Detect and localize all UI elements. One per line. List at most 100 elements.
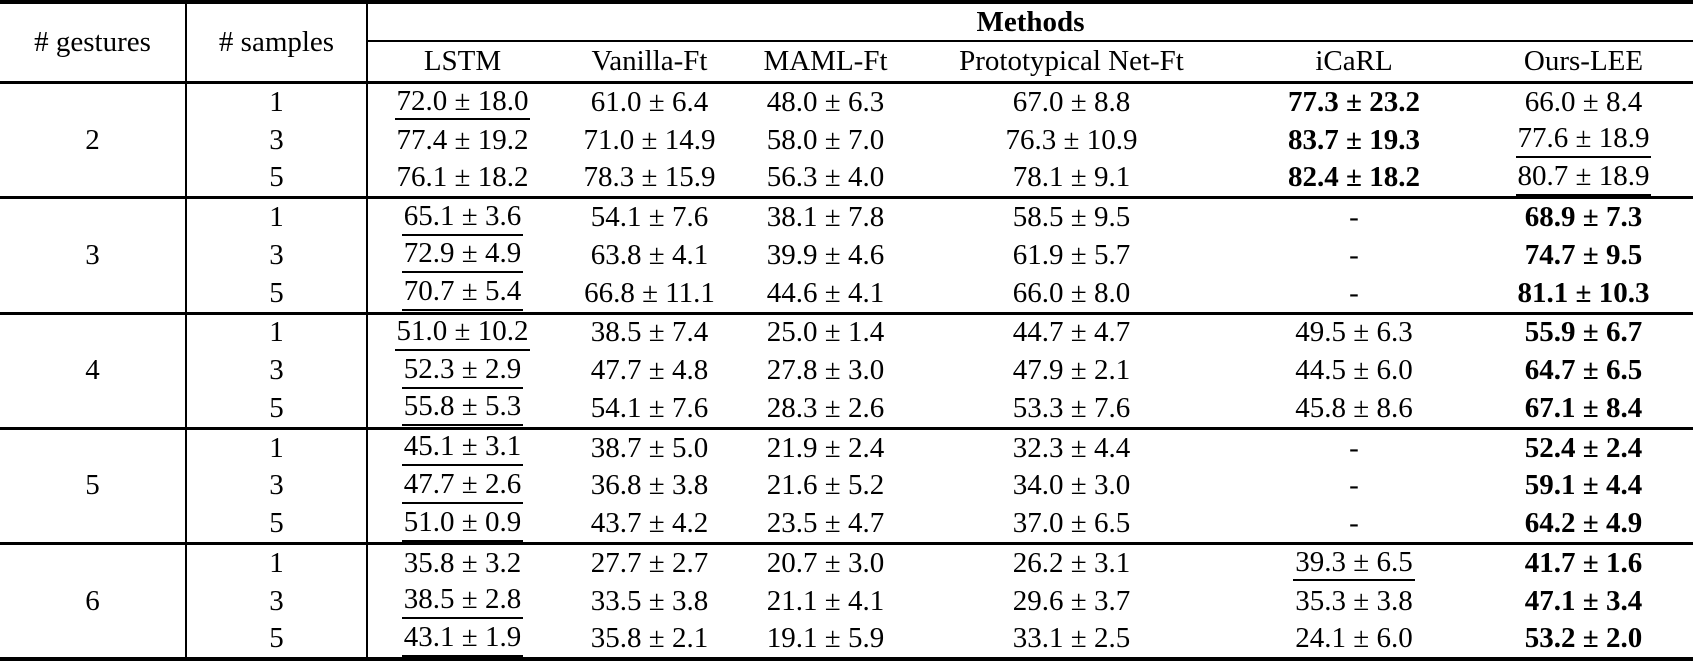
table-row: 3 72.9 ± 4.9 63.8 ± 4.1 39.9 ± 4.6 61.9 ± 5.… [0, 236, 1693, 275]
method-header-maml-ft: MAML-Ft [742, 41, 909, 84]
result-cell: - [1234, 274, 1474, 315]
result-cell: 51.0 ± 10.2 [367, 313, 557, 351]
result-cell: 44.7 ± 4.7 [909, 313, 1234, 351]
result-cell: 38.5 ± 7.4 [557, 313, 742, 351]
samples-count-cell: 1 [186, 543, 368, 582]
result-cell: 35.3 ± 3.8 [1234, 582, 1474, 620]
result-cell: 77.6 ± 18.9 [1474, 121, 1693, 159]
result-cell: 41.7 ± 1.6 [1474, 544, 1693, 582]
result-value: 52.4 ± 2.4 [1524, 431, 1643, 464]
result-value: 36.8 ± 3.8 [590, 469, 709, 502]
result-value: 38.1 ± 7.8 [766, 201, 885, 234]
result-cell: 77.4 ± 19.2 [367, 121, 557, 159]
result-value: 61.0 ± 6.4 [590, 85, 709, 118]
result-cell: 67.0 ± 8.8 [909, 83, 1234, 121]
result-cell: 70.7 ± 5.4 [367, 274, 557, 315]
result-value: 43.7 ± 4.2 [590, 507, 709, 540]
result-value: 19.1 ± 5.9 [766, 622, 885, 655]
result-value: 38.5 ± 7.4 [590, 316, 709, 349]
samples-count-cell: 1 [186, 313, 368, 352]
result-value: 78.1 ± 9.1 [1012, 161, 1131, 194]
result-cell: 66.0 ± 8.0 [909, 274, 1234, 315]
result-cell: 33.1 ± 2.5 [909, 620, 1234, 661]
result-value: 65.1 ± 3.6 [401, 200, 524, 236]
col-header-gestures: # gestures [0, 2, 187, 84]
result-cell: 81.1 ± 10.3 [1474, 274, 1693, 315]
result-value: - [1349, 201, 1359, 234]
samples-count-cell: 3 [186, 351, 368, 390]
result-cell: 83.7 ± 19.3 [1234, 121, 1474, 159]
samples-count-cell: 1 [186, 82, 368, 121]
result-cell: 38.1 ± 7.8 [742, 198, 909, 236]
result-cell: 20.7 ± 3.0 [742, 544, 909, 582]
result-cell: 53.2 ± 2.0 [1474, 620, 1693, 661]
result-value: 24.1 ± 6.0 [1295, 622, 1413, 655]
result-cell: 23.5 ± 4.7 [742, 505, 909, 546]
col-header-methods: Methods [367, 2, 1693, 42]
result-value: 21.1 ± 4.1 [766, 584, 885, 617]
result-cell: 21.9 ± 2.4 [742, 428, 909, 466]
table-row: 5 51.0 ± 0.9 43.7 ± 4.2 23.5 ± 4.7 37.0 ± 6.… [0, 505, 1693, 546]
result-cell: 54.1 ± 7.6 [557, 198, 742, 236]
result-value: 76.1 ± 18.2 [396, 161, 529, 194]
table-row: 5 70.7 ± 5.4 66.8 ± 11.1 44.6 ± 4.1 66.0 ± 8… [0, 274, 1693, 315]
result-value: 41.7 ± 1.6 [1524, 547, 1643, 580]
method-header-ours-lee: Ours-LEE [1474, 41, 1693, 84]
result-cell: 44.5 ± 6.0 [1234, 351, 1474, 389]
result-cell: 32.3 ± 4.4 [909, 428, 1234, 466]
samples-count-cell: 1 [186, 197, 368, 237]
table-row: 5 76.1 ± 18.2 78.3 ± 15.9 56.3 ± 4.0 78.1 ± … [0, 159, 1693, 200]
result-value: 37.0 ± 6.5 [1012, 507, 1131, 540]
result-cell: 77.3 ± 23.2 [1234, 83, 1474, 121]
result-value: 33.1 ± 2.5 [1012, 622, 1131, 655]
result-cell: 43.7 ± 4.2 [557, 505, 742, 546]
result-cell: 33.5 ± 3.8 [557, 582, 742, 620]
result-value: 55.9 ± 6.7 [1524, 316, 1643, 349]
result-value: 47.1 ± 3.4 [1524, 584, 1643, 617]
result-value: 74.7 ± 9.5 [1524, 238, 1643, 271]
result-cell: 48.0 ± 6.3 [742, 83, 909, 121]
result-value: 51.0 ± 10.2 [394, 315, 531, 351]
result-value: 72.0 ± 18.0 [394, 85, 531, 121]
result-cell: 71.0 ± 14.9 [557, 121, 742, 159]
result-cell: 21.1 ± 4.1 [742, 582, 909, 620]
result-value: 77.3 ± 23.2 [1288, 85, 1420, 118]
result-value: 68.9 ± 7.3 [1524, 201, 1643, 234]
result-value: 35.3 ± 3.8 [1295, 584, 1413, 617]
result-cell: 66.0 ± 8.4 [1474, 83, 1693, 121]
result-cell: - [1234, 428, 1474, 466]
samples-count-cell: 3 [186, 466, 368, 506]
result-value: 35.8 ± 3.2 [403, 547, 522, 580]
samples-count-cell: 1 [186, 428, 368, 467]
table-row: 3 1 65.1 ± 3.6 54.1 ± 7.6 38.1 ± 7.8 58.5 ± 9… [0, 197, 1693, 315]
result-value: 27.7 ± 2.7 [590, 547, 709, 580]
result-cell: 26.2 ± 3.1 [909, 544, 1234, 582]
result-value: - [1349, 469, 1359, 502]
result-cell: 64.2 ± 4.9 [1474, 505, 1693, 546]
result-value: 20.7 ± 3.0 [766, 547, 885, 580]
gestures-count-cell: 4 [0, 313, 187, 430]
result-cell: 28.3 ± 2.6 [742, 389, 909, 430]
result-value: 64.7 ± 6.5 [1524, 354, 1643, 387]
samples-count-cell: 3 [186, 581, 368, 621]
result-cell: 44.6 ± 4.1 [742, 274, 909, 315]
result-value: 38.5 ± 2.8 [401, 583, 524, 620]
result-cell: 27.7 ± 2.7 [557, 544, 742, 582]
result-value: 23.5 ± 4.7 [766, 507, 885, 540]
result-value: 66.8 ± 11.1 [584, 276, 715, 309]
result-cell: 45.8 ± 8.6 [1234, 389, 1474, 430]
col-header-samples: # samples [186, 2, 368, 84]
result-value: - [1349, 431, 1359, 464]
table-row: 4 1 51.0 ± 10.2 38.5 ± 7.4 25.0 ± 1.4 44.7 ± … [0, 313, 1693, 430]
result-value: 43.1 ± 1.9 [401, 621, 524, 657]
result-value: 66.0 ± 8.4 [1524, 85, 1643, 118]
result-value: 76.3 ± 10.9 [1005, 123, 1138, 156]
table-row: 5 1 45.1 ± 3.1 38.7 ± 5.0 21.9 ± 2.4 32.3 ± 4… [0, 428, 1693, 546]
result-cell: 61.9 ± 5.7 [909, 236, 1234, 274]
result-value: 53.2 ± 2.0 [1524, 622, 1643, 655]
table-row: 5 55.8 ± 5.3 54.1 ± 7.6 28.3 ± 2.6 53.3 ± 7.… [0, 389, 1693, 430]
result-cell: 66.8 ± 11.1 [557, 274, 742, 315]
samples-count-cell: 5 [186, 505, 368, 546]
result-cell: 37.0 ± 6.5 [909, 505, 1234, 546]
